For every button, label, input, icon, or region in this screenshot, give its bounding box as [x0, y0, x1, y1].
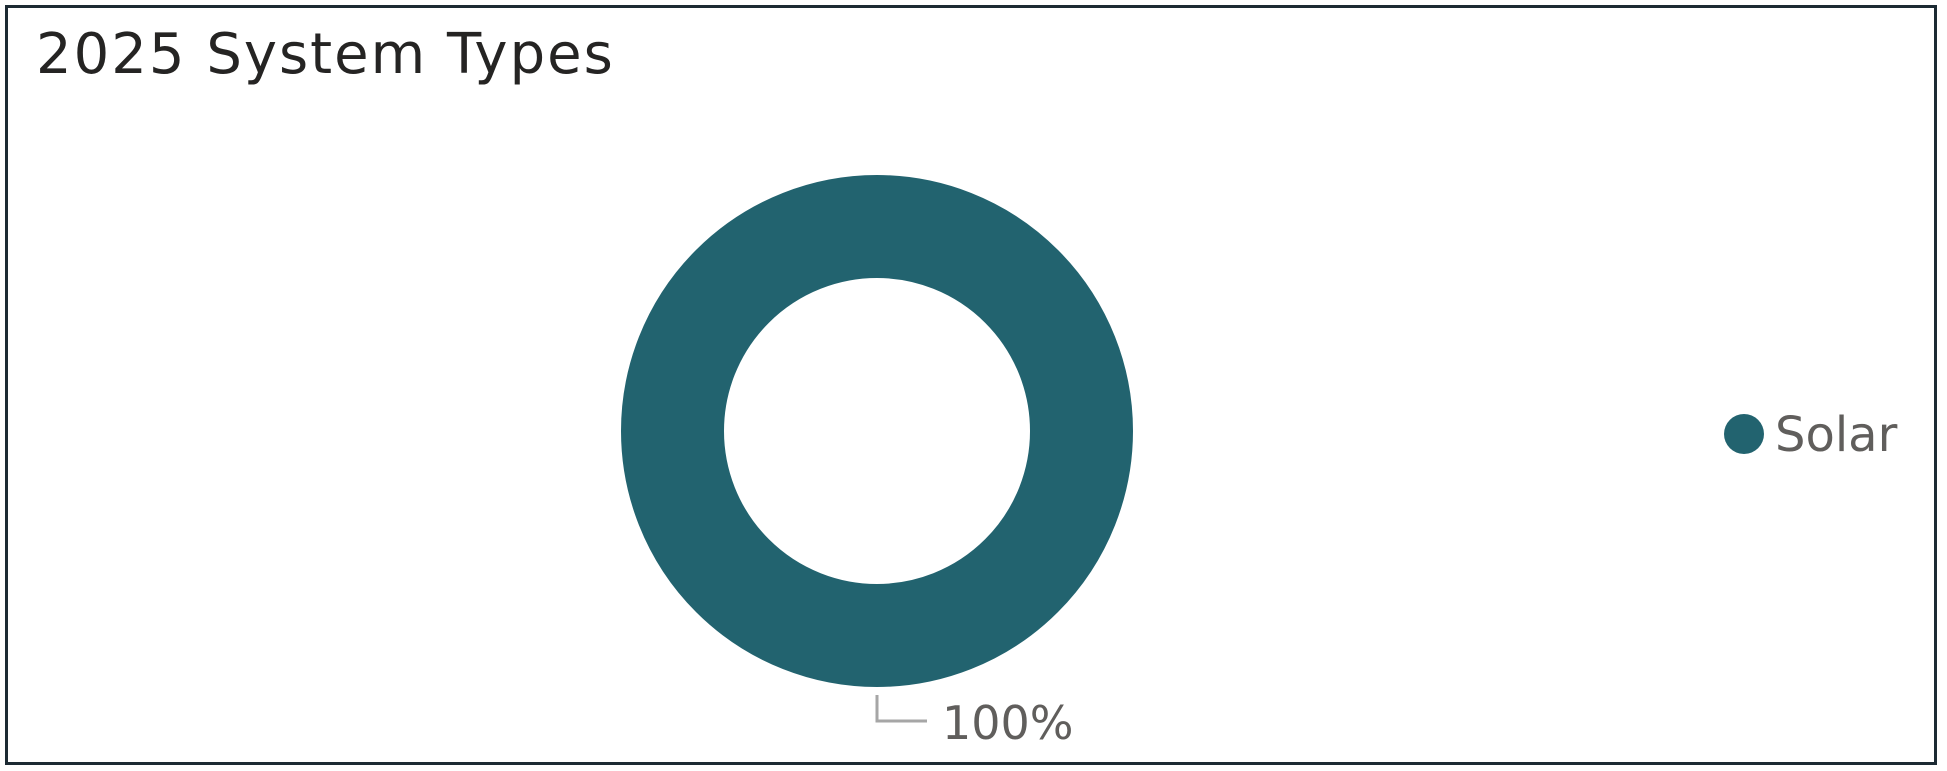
data-label-leader-line	[875, 695, 927, 723]
donut-slice-solar[interactable]	[621, 175, 1133, 687]
data-label-solar: 100%	[942, 696, 1074, 750]
chart-title: 2025 System Types	[36, 22, 615, 87]
donut-slices	[621, 175, 1133, 687]
data-labels: 100%	[875, 695, 1074, 750]
legend-label-solar[interactable]: Solar	[1775, 407, 1898, 463]
legend: Solar	[1724, 407, 1898, 463]
legend-marker-solar[interactable]	[1724, 414, 1764, 454]
